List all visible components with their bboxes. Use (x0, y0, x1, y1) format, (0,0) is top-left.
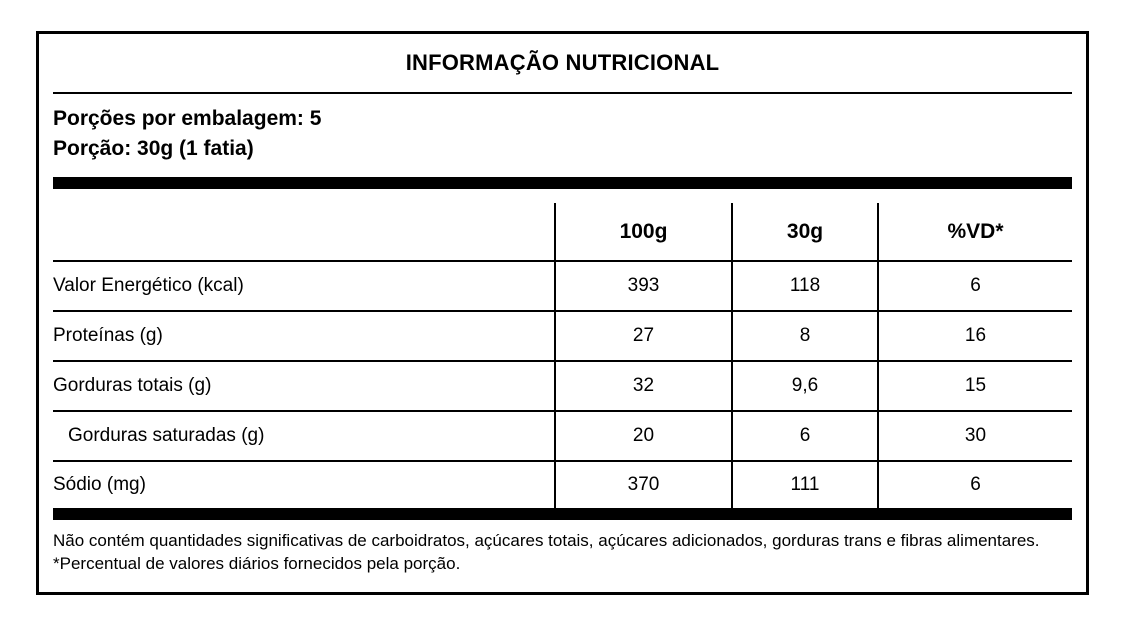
footnote-text: Não contém quantidades significativas de… (53, 531, 1040, 573)
nutrient-name-cell: Valor Energético (kcal) (53, 261, 555, 312)
table-row-gorduras-saturadas: Gorduras saturadas (g) 20 6 30 (53, 411, 1072, 462)
value-100g-cell: 393 (554, 261, 732, 312)
section-divider-bar-bottom (53, 508, 1072, 520)
nutrition-table: 100g 30g %VD* Valor Energético (kcal) 39… (53, 203, 1072, 508)
value-vd-cell: 6 (877, 261, 1072, 312)
table-row-gorduras-totais: Gorduras totais (g) 32 9,6 15 (53, 361, 1072, 412)
nutrient-name-cell: Gorduras saturadas (g) (53, 411, 555, 462)
table-row-energia: Valor Energético (kcal) 393 118 6 (53, 261, 1072, 312)
value-30g-cell: 118 (731, 261, 878, 312)
value-30g-cell: 6 (731, 411, 878, 462)
nutrient-name-cell: Proteínas (g) (53, 311, 555, 362)
nutrient-name-cell: Gorduras totais (g) (53, 361, 555, 412)
value-vd-cell: 6 (877, 461, 1072, 508)
label-title: INFORMAÇÃO NUTRICIONAL (405, 50, 720, 75)
column-header-vd: %VD* (877, 203, 1072, 262)
value-30g-cell: 9,6 (731, 361, 878, 412)
nutrition-label: INFORMAÇÃO NUTRICIONAL Porções por embal… (36, 31, 1089, 595)
title-divider (53, 92, 1072, 94)
value-100g-cell: 370 (554, 461, 732, 508)
value-100g-cell: 27 (554, 311, 732, 362)
value-30g-cell: 111 (731, 461, 878, 508)
column-header-100g: 100g (554, 203, 732, 262)
table-header-row: 100g 30g %VD* (53, 203, 1072, 262)
value-100g-cell: 20 (554, 411, 732, 462)
table-row-sodio: Sódio (mg) 370 111 6 (53, 461, 1072, 508)
value-vd-cell: 15 (877, 361, 1072, 412)
portion-info: Porções por embalagem: 5 Porção: 30g (1 … (53, 94, 1072, 177)
column-header-empty (53, 203, 555, 262)
value-vd-cell: 30 (877, 411, 1072, 462)
portion-size: Porção: 30g (1 fatia) (53, 137, 254, 160)
value-30g-cell: 8 (731, 311, 878, 362)
servings-per-package: Porções por embalagem: 5 (53, 107, 322, 130)
column-header-30g: 30g (731, 203, 878, 262)
value-100g-cell: 32 (554, 361, 732, 412)
table-row-proteinas: Proteínas (g) 27 8 16 (53, 311, 1072, 362)
section-divider-bar-top (53, 177, 1072, 189)
nutrient-name-cell: Sódio (mg) (53, 474, 146, 495)
value-vd-cell: 16 (877, 311, 1072, 362)
